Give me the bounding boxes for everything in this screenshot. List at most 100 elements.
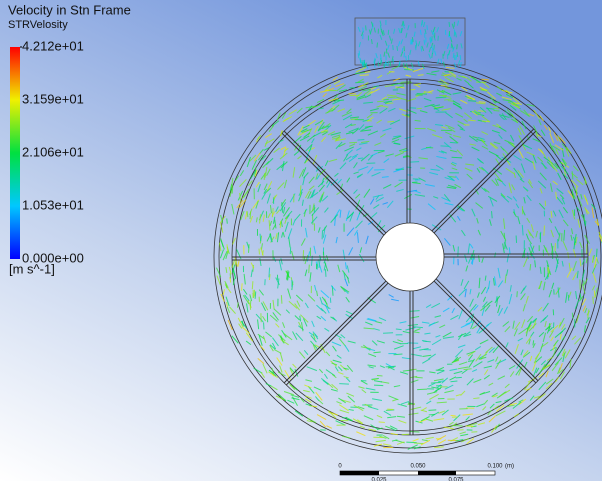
spoke — [433, 280, 537, 384]
vector — [494, 423, 501, 430]
vector — [437, 80, 447, 86]
vector — [280, 339, 289, 346]
vector — [271, 367, 275, 375]
vector — [512, 196, 518, 202]
vector — [421, 63, 425, 69]
vector — [376, 42, 379, 48]
vector — [431, 411, 440, 417]
vector — [430, 381, 441, 384]
vector — [288, 383, 296, 390]
vector — [355, 220, 363, 229]
spoke — [281, 132, 385, 236]
vector — [373, 384, 384, 387]
vector — [528, 113, 535, 117]
vector — [316, 290, 319, 297]
vector — [379, 365, 385, 369]
vector — [546, 260, 550, 267]
vector — [362, 61, 364, 67]
vector — [307, 105, 313, 111]
vector — [481, 257, 484, 263]
vector — [281, 202, 284, 213]
vector — [456, 44, 458, 50]
vector — [324, 327, 330, 332]
scale-label: 0 — [338, 464, 342, 470]
vector — [460, 433, 469, 437]
vector — [373, 380, 383, 383]
vector — [379, 133, 386, 138]
vector — [382, 30, 385, 36]
vector — [265, 331, 273, 338]
vector — [336, 354, 342, 359]
vector — [326, 107, 333, 114]
vector — [268, 220, 271, 231]
vector — [577, 218, 581, 228]
vector — [453, 29, 457, 35]
vector — [410, 315, 420, 319]
vector — [413, 442, 424, 445]
vector — [291, 397, 300, 401]
vector — [436, 401, 447, 404]
vector — [356, 147, 362, 151]
vector — [393, 28, 396, 34]
vector — [413, 326, 423, 329]
vector — [275, 277, 280, 286]
vector — [561, 335, 566, 341]
vector — [387, 60, 389, 66]
vector — [487, 195, 498, 202]
vector — [494, 295, 501, 304]
vector — [318, 184, 325, 192]
vector — [552, 347, 558, 357]
vector — [387, 366, 395, 371]
vector — [257, 184, 261, 193]
vector — [311, 207, 320, 217]
vector — [557, 135, 561, 143]
vector — [489, 103, 499, 108]
vector — [222, 250, 228, 261]
vector — [316, 304, 324, 312]
vector — [363, 89, 371, 96]
vector — [475, 353, 482, 362]
vector — [461, 229, 466, 237]
vector — [428, 322, 436, 327]
vector — [383, 158, 390, 163]
vector — [431, 338, 442, 346]
vector — [587, 309, 590, 319]
vector — [525, 295, 529, 304]
vector — [277, 371, 286, 377]
vector — [545, 378, 554, 385]
vector — [591, 263, 597, 274]
vector — [331, 104, 340, 112]
vector — [456, 20, 460, 26]
vector — [521, 120, 527, 130]
vector — [317, 125, 325, 132]
vector — [339, 209, 342, 218]
vector — [327, 410, 337, 419]
vector — [343, 375, 349, 379]
vector — [330, 316, 336, 321]
vector — [441, 108, 451, 111]
vector — [529, 263, 532, 271]
vector — [278, 393, 287, 402]
vector — [288, 236, 291, 248]
vector — [257, 319, 260, 330]
vector — [571, 172, 578, 179]
vector — [406, 63, 409, 69]
vector — [398, 147, 408, 152]
vector — [523, 381, 531, 391]
vector — [375, 197, 384, 202]
vector — [477, 137, 485, 140]
vector — [308, 264, 310, 274]
vector — [315, 391, 323, 401]
vector — [526, 151, 536, 157]
vector — [348, 247, 354, 256]
vector — [366, 318, 376, 322]
vector — [419, 347, 429, 351]
vector — [346, 177, 351, 183]
vector — [342, 114, 353, 121]
vector — [292, 219, 296, 226]
vector — [402, 23, 405, 29]
vector — [293, 151, 299, 156]
vector — [483, 323, 490, 330]
vector — [528, 323, 537, 332]
vector — [428, 90, 434, 93]
